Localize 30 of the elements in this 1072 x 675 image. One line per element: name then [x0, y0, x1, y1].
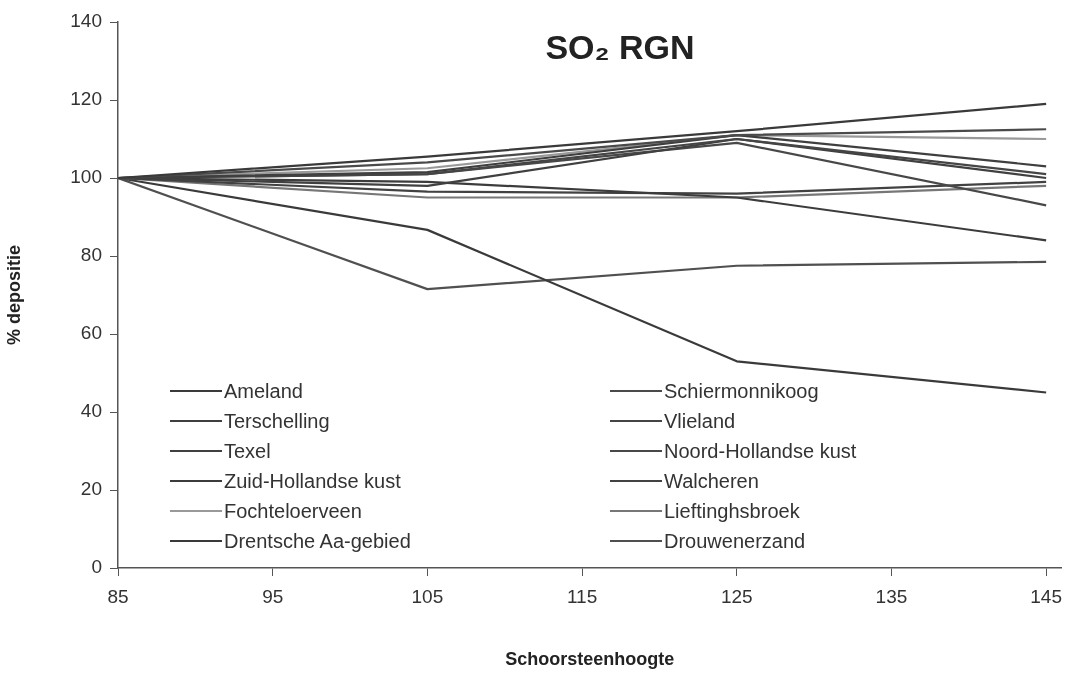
- y-tick-label: 140: [70, 10, 102, 32]
- legend-label: Drouwenerzand: [664, 529, 806, 553]
- y-tick-label: 120: [70, 88, 102, 110]
- y-tick-label: 60: [80, 322, 102, 344]
- y-tick-label: 20: [80, 478, 102, 500]
- legend-label: Terschelling: [224, 409, 330, 433]
- x-tick-label: 95: [262, 585, 284, 607]
- legend-label: Walcheren: [664, 469, 759, 493]
- y-tick-label: 40: [80, 400, 102, 422]
- x-tick-label: 125: [720, 585, 753, 607]
- y-tick-label: 0: [91, 556, 102, 578]
- x-tick-label: 135: [875, 585, 908, 607]
- y-tick-label: 80: [80, 244, 102, 266]
- y-tick-label: 100: [70, 166, 102, 188]
- legend-label: Fochteloerveen: [224, 499, 362, 523]
- legend-label: Ameland: [224, 379, 303, 403]
- legend-label: Schiermonnikoog: [664, 379, 819, 403]
- legend-label: Vlieland: [664, 409, 736, 433]
- x-tick-label: 105: [411, 585, 444, 607]
- legend-label: Zuid-Hollandse kust: [224, 469, 401, 493]
- chart-title: SO₂ RGN: [544, 28, 696, 67]
- legend-label: Noord-Hollandse kust: [664, 439, 857, 463]
- legend-label: Texel: [224, 439, 271, 463]
- x-tick-label: 85: [107, 585, 129, 607]
- legend-label: Lieftinghsbroek: [664, 499, 800, 523]
- legend-label: Drentsche Aa-gebied: [224, 529, 411, 553]
- x-tick-label: 115: [566, 585, 598, 607]
- y-axis-title: % depositie: [3, 244, 24, 346]
- x-tick-label: 145: [1030, 585, 1062, 607]
- x-axis-title: Schoorsteenhoogte: [505, 649, 675, 670]
